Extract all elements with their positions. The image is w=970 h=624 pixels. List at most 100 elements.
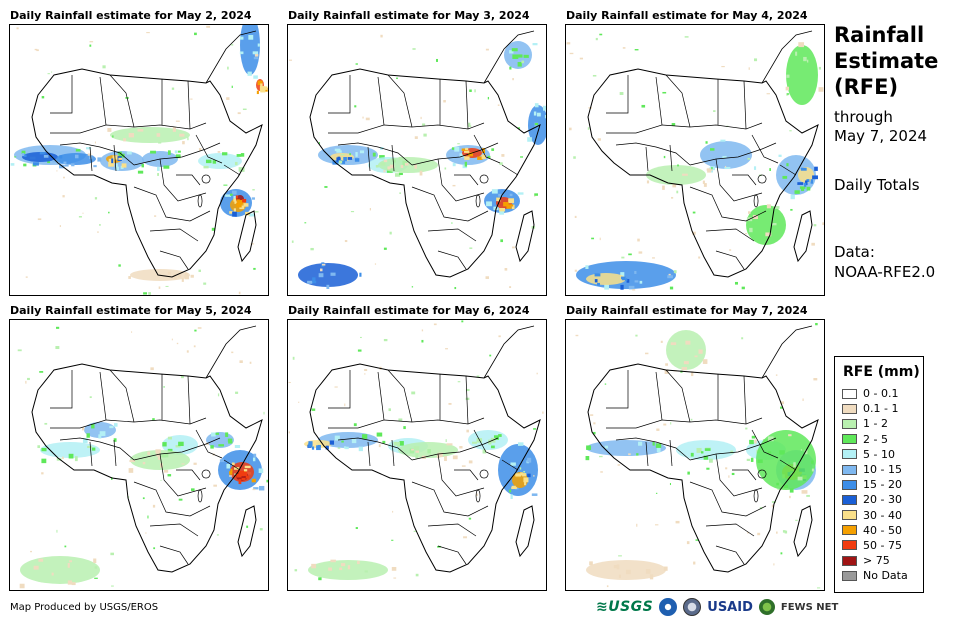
rain-speck — [411, 448, 414, 451]
legend-item: 10 - 15 — [842, 462, 923, 477]
rain-speck — [260, 83, 263, 87]
rain-speck — [628, 253, 632, 256]
rain-speck — [766, 93, 770, 95]
rain-speck — [411, 286, 414, 288]
country-border — [328, 75, 351, 114]
rain-speck — [622, 47, 626, 49]
country-border — [223, 164, 241, 176]
panel-title-may-6: Daily Rainfall estimate for May 6, 2024 — [288, 304, 530, 317]
rain-speck — [509, 193, 513, 197]
country-border — [50, 76, 107, 134]
rain-speck — [398, 418, 403, 421]
rain-speck — [344, 240, 348, 243]
rain-speck — [498, 335, 501, 338]
rain-speck — [510, 494, 513, 499]
rain-speck — [802, 398, 804, 402]
rain-speck — [542, 411, 544, 414]
rainfall-field — [575, 322, 821, 589]
legend-label: 10 - 15 — [863, 463, 902, 477]
rain-speck — [618, 555, 622, 557]
sponsor-logos: ≋USGS USAID FEWS NET — [596, 598, 838, 616]
rain-speck — [337, 156, 341, 160]
rain-speck — [330, 559, 336, 563]
rain-speck — [340, 154, 345, 156]
rain-speck — [411, 391, 416, 395]
rain-speck — [671, 123, 676, 126]
rain-speck — [724, 165, 727, 168]
rain-speck — [190, 98, 193, 100]
country-border — [779, 459, 797, 471]
rain-speck — [404, 162, 409, 166]
rain-speck — [754, 58, 758, 62]
rain-speck — [817, 587, 821, 589]
rain-speck — [399, 192, 401, 194]
rain-speck — [636, 523, 638, 527]
rain-speck — [443, 100, 446, 103]
rain-speck — [298, 401, 300, 403]
rain-speck — [337, 447, 341, 449]
rain-speck — [152, 418, 155, 421]
rain-speck — [784, 530, 788, 534]
rain-speck — [725, 467, 728, 470]
rain-speck — [225, 432, 229, 437]
rain-speck — [357, 560, 360, 565]
country-border — [661, 122, 763, 130]
rain-speck — [320, 268, 323, 272]
rain-speck — [721, 65, 725, 68]
rain-speck — [63, 176, 65, 179]
rain-speck — [655, 443, 662, 448]
country-border — [195, 429, 223, 459]
rain-cell — [298, 263, 358, 287]
rain-speck — [669, 286, 674, 290]
rain-speck — [751, 435, 756, 439]
rain-speck — [339, 567, 343, 571]
rain-speck — [251, 197, 255, 200]
rain-speck — [445, 439, 447, 443]
panel-title-may-7: Daily Rainfall estimate for May 7, 2024 — [566, 304, 808, 317]
rain-speck — [671, 196, 674, 199]
country-border — [383, 122, 485, 130]
rain-speck — [234, 161, 238, 166]
rain-speck — [566, 42, 571, 45]
rain-speck — [476, 375, 480, 378]
rain-speck — [253, 453, 257, 458]
rain-speck — [414, 164, 417, 169]
rain-speck — [461, 465, 466, 467]
rain-speck — [64, 545, 67, 548]
rain-cell — [240, 25, 260, 75]
rain-speck — [93, 165, 97, 168]
rain-speck — [232, 211, 237, 217]
rain-speck — [334, 386, 338, 388]
rain-speck — [167, 448, 173, 453]
rain-speck — [325, 445, 329, 450]
rain-speck — [237, 200, 242, 206]
rain-speck — [362, 434, 368, 439]
rain-speck — [47, 73, 50, 75]
rain-speck — [452, 184, 456, 187]
rain-speck — [341, 563, 346, 567]
rain-speck — [383, 247, 387, 250]
rain-speck — [421, 339, 424, 343]
rain-speck — [344, 403, 346, 407]
rain-speck — [23, 163, 27, 167]
rain-speck — [692, 231, 696, 235]
rain-speck — [599, 33, 603, 36]
rain-speck — [364, 369, 368, 371]
rain-speck — [253, 487, 259, 490]
rain-speck — [412, 48, 416, 50]
rain-speck — [618, 574, 621, 579]
legend-swatch — [842, 388, 857, 399]
rain-speck — [260, 89, 266, 93]
rain-speck — [452, 455, 458, 460]
rain-speck — [518, 54, 523, 58]
rain-speck — [503, 202, 509, 207]
rain-speck — [74, 456, 78, 462]
rain-speck — [804, 182, 807, 187]
country-border — [606, 76, 663, 134]
legend-item: 30 - 40 — [842, 508, 923, 523]
rain-speck — [180, 375, 184, 379]
rain-speck — [534, 103, 539, 108]
rain-speck — [194, 32, 197, 36]
rain-speck — [289, 59, 293, 61]
rain-speck — [71, 582, 76, 586]
